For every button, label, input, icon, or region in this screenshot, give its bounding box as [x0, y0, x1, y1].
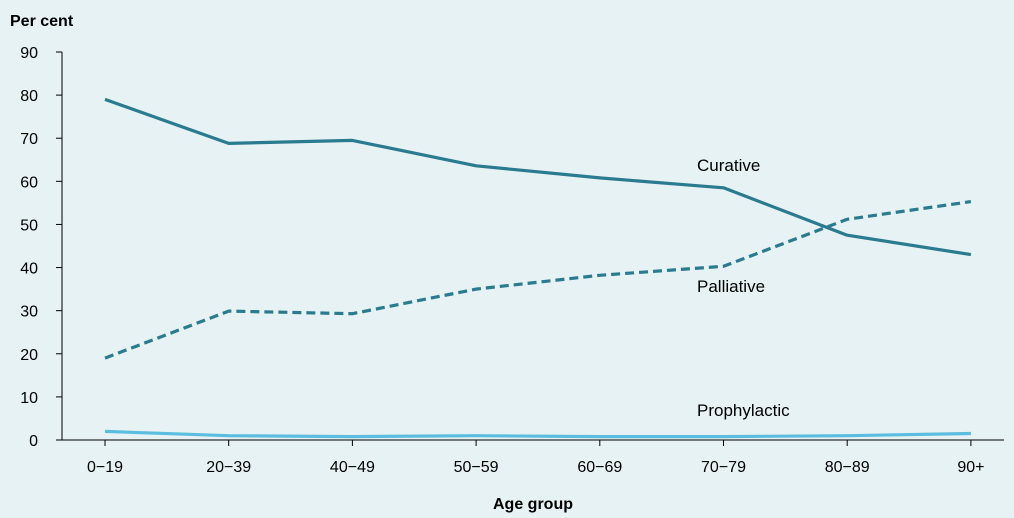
y-ticks: 0 10 20 30 40 50 60 70 80 90: [20, 45, 62, 450]
series-labels: Curative Palliative Prophylactic: [697, 156, 790, 420]
series-label-palliative: Palliative: [697, 277, 765, 296]
y-tick-label: 50: [20, 217, 38, 234]
x-axis-title: Age group: [493, 496, 573, 513]
x-ticks: 0−19 20−39 40−49 50−59 60−69 70−79 80−89 90+: [87, 440, 984, 476]
x-tick-label: 40−49: [330, 459, 375, 476]
x-tick-label: 60−69: [577, 459, 622, 476]
axes: [61, 52, 1004, 441]
y-tick-label: 30: [20, 304, 38, 321]
y-tick-label: 10: [20, 390, 38, 407]
series-label-prophylactic: Prophylactic: [697, 401, 790, 420]
series-line-palliative: [104, 200, 972, 360]
y-axis-title: Per cent: [10, 13, 74, 30]
series-label-curative: Curative: [697, 156, 760, 175]
x-tick-label: 70−79: [701, 459, 746, 476]
series-line-prophylactic: [104, 429, 971, 439]
y-tick-label: 20: [20, 347, 38, 364]
x-tick-label: 0−19: [87, 459, 123, 476]
series-lines: [104, 97, 972, 439]
y-tick-label: 40: [20, 261, 38, 278]
x-tick-label: 80−89: [825, 459, 870, 476]
x-tick-label: 20−39: [206, 459, 251, 476]
x-tick-label: 50−59: [454, 459, 499, 476]
y-tick-label: 0: [29, 433, 38, 450]
series-line-curative: [104, 97, 972, 257]
y-tick-label: 80: [20, 88, 38, 105]
y-tick-label: 90: [20, 45, 38, 62]
y-tick-label: 60: [20, 174, 38, 191]
y-tick-label: 70: [20, 131, 38, 148]
x-tick-label: 90+: [957, 459, 984, 476]
